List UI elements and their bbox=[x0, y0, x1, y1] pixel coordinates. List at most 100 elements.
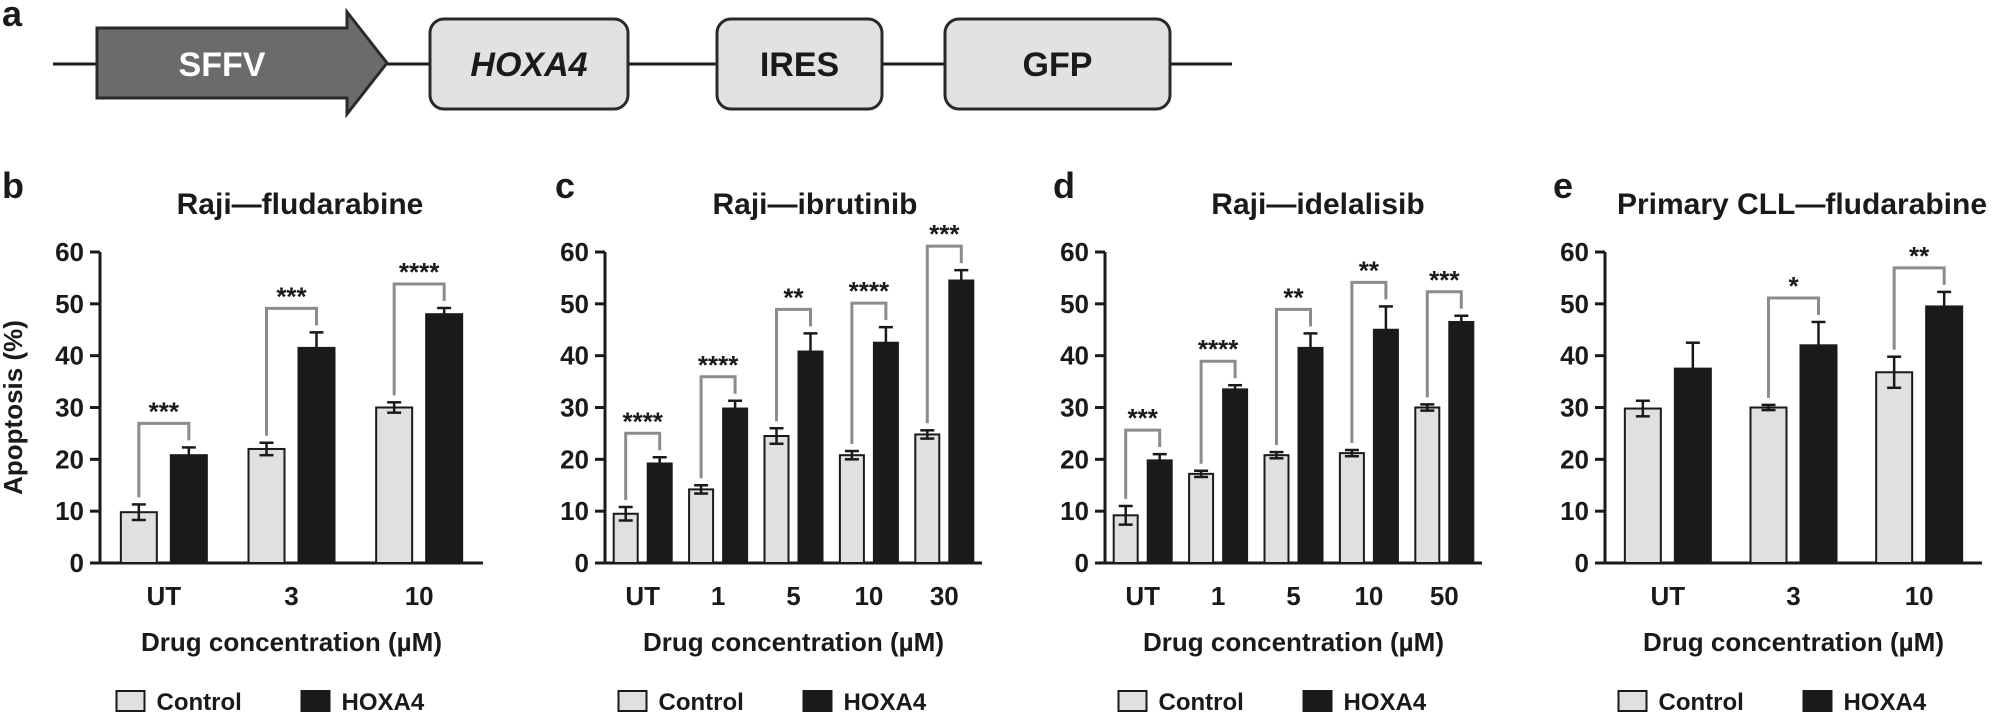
y-tick-label: 0 bbox=[1575, 548, 1589, 578]
significance-bracket bbox=[775, 307, 812, 422]
significance-bracket bbox=[1425, 290, 1463, 398]
x-tick-label: 30 bbox=[930, 581, 959, 611]
bar-hoxa4 bbox=[1925, 305, 1964, 564]
panel-letter-a: a bbox=[2, 0, 23, 34]
bar-control bbox=[763, 435, 790, 564]
significance-label: **** bbox=[622, 406, 663, 436]
significance-bracket bbox=[1275, 307, 1312, 446]
significance-label: **** bbox=[1198, 334, 1239, 364]
y-tick-label: 10 bbox=[1060, 496, 1089, 526]
y-tick-label: 40 bbox=[1560, 341, 1589, 371]
bar-hoxa4 bbox=[872, 341, 899, 565]
panel-letter-c: c bbox=[555, 165, 575, 206]
y-tick-label: 60 bbox=[1060, 237, 1089, 267]
bar-control bbox=[688, 488, 715, 564]
x-tick-label: 10 bbox=[405, 581, 434, 611]
legend-swatch-hoxa4 bbox=[802, 690, 833, 712]
significance-label: * bbox=[1788, 271, 1799, 301]
bar-control bbox=[1875, 371, 1914, 564]
legend-label-control: Control bbox=[659, 689, 744, 716]
y-tick-label: 0 bbox=[1075, 548, 1089, 578]
y-tick-label: 10 bbox=[560, 496, 589, 526]
y-tick-label: 30 bbox=[55, 393, 84, 423]
legend-swatch-hoxa4 bbox=[300, 690, 331, 712]
y-tick-label: 40 bbox=[560, 341, 589, 371]
significance-bracket bbox=[137, 421, 191, 498]
y-tick-label: 50 bbox=[1560, 289, 1589, 319]
bar-hoxa4 bbox=[169, 454, 208, 565]
legend-swatch-hoxa4 bbox=[1302, 690, 1333, 712]
panel-a-construct: a SFFV HOXA4 IRES GFP bbox=[2, 0, 1232, 119]
bar-hoxa4 bbox=[297, 346, 336, 564]
construct-hoxa4-box bbox=[428, 17, 630, 111]
x-tick-label: UT bbox=[1125, 581, 1160, 611]
bar-control bbox=[838, 454, 865, 565]
significance-label: *** bbox=[149, 396, 180, 426]
bar-control bbox=[247, 447, 286, 565]
legend: Control HOXA4 bbox=[115, 689, 425, 716]
y-tick-label: 50 bbox=[560, 289, 589, 319]
significance-bracket bbox=[1767, 296, 1820, 398]
y-tick-label: 10 bbox=[55, 496, 84, 526]
significance-label: ** bbox=[1359, 255, 1380, 285]
bar-control bbox=[1623, 407, 1662, 564]
x-tick-label: 3 bbox=[284, 581, 298, 611]
legend-label-hoxa4: HOXA4 bbox=[844, 689, 927, 716]
bar-control bbox=[914, 433, 941, 564]
y-tick-label: 10 bbox=[1560, 496, 1589, 526]
significance-bracket bbox=[699, 375, 737, 479]
construct-sffv-arrow bbox=[95, 7, 389, 119]
y-tick-label: 50 bbox=[55, 289, 84, 319]
bar-control bbox=[1338, 452, 1365, 565]
construct-gfp-label: GFP bbox=[1023, 46, 1093, 84]
legend: Control HOXA4 bbox=[617, 689, 927, 716]
significance-label: **** bbox=[698, 350, 739, 380]
chart-panel-e: e Primary CLL—fludarabine 0 10 20 30 40 50 60 UT *… bbox=[1553, 165, 1987, 716]
significance-label: ** bbox=[1909, 241, 1930, 271]
legend-swatch-hoxa4 bbox=[1802, 690, 1833, 712]
y-tick-label: 30 bbox=[560, 393, 589, 423]
construct-gfp-box bbox=[943, 17, 1172, 111]
legend: Control HOXA4 bbox=[1117, 689, 1427, 716]
panel-letter-b: b bbox=[2, 165, 24, 206]
y-tick-label: 0 bbox=[575, 548, 589, 578]
bar-hoxa4 bbox=[1146, 459, 1173, 564]
bar-control bbox=[375, 406, 414, 564]
x-tick-label: 1 bbox=[1211, 581, 1225, 611]
significance-bracket bbox=[624, 431, 662, 501]
chart-title: Raji—ibrutinib bbox=[713, 188, 918, 221]
significance-label: *** bbox=[276, 281, 307, 311]
y-tick-label: 60 bbox=[55, 237, 84, 267]
legend-label-hoxa4: HOXA4 bbox=[1344, 689, 1427, 716]
significance-bracket bbox=[265, 306, 318, 436]
x-tick-label: 5 bbox=[786, 581, 800, 611]
x-tick-label: 1 bbox=[711, 581, 725, 611]
bar-hoxa4 bbox=[797, 350, 824, 564]
x-tick-label: 3 bbox=[1786, 581, 1800, 611]
legend-label-hoxa4: HOXA4 bbox=[342, 689, 425, 716]
bar-hoxa4 bbox=[722, 407, 749, 564]
bar-control bbox=[1749, 406, 1788, 564]
chart-title: Raji—idelalisib bbox=[1211, 188, 1424, 221]
x-tick-label: 50 bbox=[1430, 581, 1459, 611]
significance-bracket bbox=[392, 282, 446, 396]
x-axis-label: Drug concentration (µM) bbox=[1143, 627, 1444, 657]
significance-bracket bbox=[1892, 266, 1946, 350]
legend: Control HOXA4 bbox=[1617, 689, 1927, 716]
significance-label: *** bbox=[1429, 265, 1460, 295]
x-axis-label: Drug concentration (µM) bbox=[1643, 627, 1944, 657]
y-tick-label: 20 bbox=[1060, 444, 1089, 474]
legend-label-control: Control bbox=[157, 689, 242, 716]
bar-hoxa4 bbox=[1448, 320, 1475, 564]
bar-control bbox=[1188, 472, 1215, 565]
bar-charts: b Raji—fludarabine0102030405060Apoptosis … bbox=[0, 165, 1987, 716]
x-tick-label: UT bbox=[1650, 581, 1685, 611]
significance-bracket bbox=[1350, 280, 1388, 444]
y-tick-label: 20 bbox=[55, 444, 84, 474]
x-axis-label: Drug concentration (µM) bbox=[643, 627, 944, 657]
significance-bracket bbox=[925, 244, 963, 424]
significance-bracket bbox=[1199, 359, 1237, 464]
chart-panel-d: d Raji—idelalisib0102030405060***UT****1*… bbox=[1053, 165, 1482, 716]
y-tick-label: 30 bbox=[1560, 393, 1589, 423]
construct-ires-label: IRES bbox=[760, 46, 839, 84]
